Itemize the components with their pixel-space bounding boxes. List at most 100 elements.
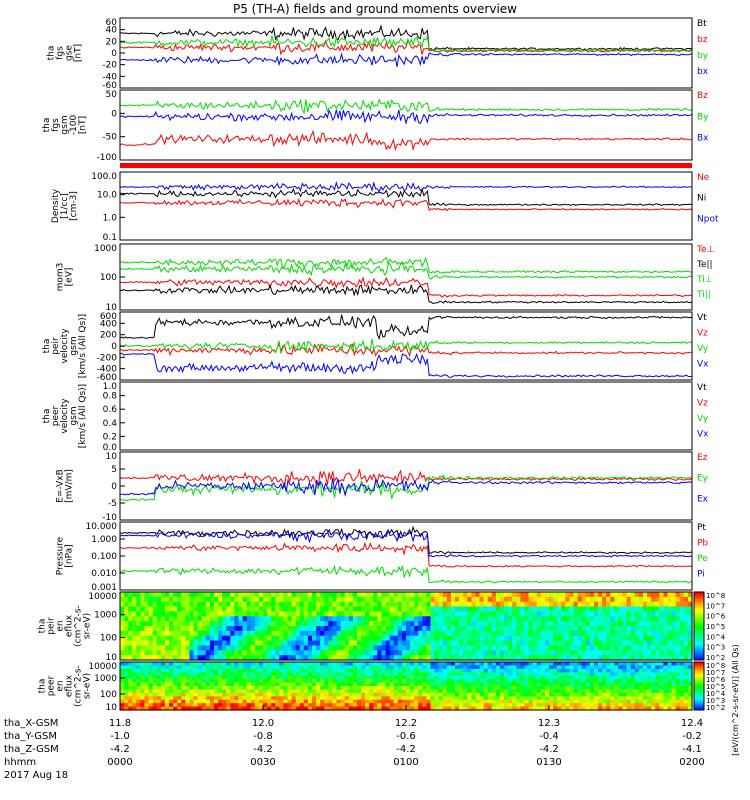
- spec-cell: [283, 606, 289, 613]
- spec-cell: [455, 699, 460, 704]
- spec-cell: [642, 692, 648, 697]
- spec-cell: [602, 692, 607, 697]
- spec-cell: [197, 616, 203, 622]
- spec-cell: [271, 601, 276, 608]
- spec-cell: [348, 635, 354, 642]
- spec-cell: [573, 682, 579, 687]
- spec-cell: [577, 606, 583, 613]
- spec-cell: [234, 616, 240, 622]
- spec-cell: [430, 679, 436, 684]
- spec-cell: [438, 655, 444, 661]
- spec-cell: [120, 650, 125, 656]
- spec-cell: [295, 611, 301, 617]
- colorbar-cell: [694, 648, 704, 652]
- spec-cell: [463, 662, 468, 667]
- spec-cell: [585, 650, 591, 656]
- spec-cell: [381, 611, 387, 617]
- spec-cell: [426, 662, 432, 667]
- spec-cell: [271, 662, 276, 667]
- y-axis-label-line: eflux: [65, 674, 75, 697]
- spec-cell: [393, 592, 399, 598]
- spec-cell: [279, 662, 285, 667]
- spec-cell: [414, 682, 419, 687]
- spec-cell: [324, 682, 329, 687]
- spec-cell: [152, 635, 158, 642]
- spec-cell: [242, 606, 248, 613]
- spec-cell: [401, 592, 407, 598]
- spec-cell: [430, 621, 436, 627]
- spec-cell: [124, 606, 129, 613]
- spec-cell: [275, 662, 280, 667]
- spec-cell: [324, 640, 329, 647]
- spec-cell: [352, 679, 358, 684]
- spec-cell: [336, 672, 342, 677]
- spec-cell: [348, 665, 354, 670]
- spec-cell: [246, 679, 252, 684]
- spec-cell: [569, 699, 575, 704]
- spec-cell: [561, 672, 566, 677]
- spec-cell: [267, 665, 272, 670]
- spec-cell: [618, 679, 624, 684]
- spec-cell: [598, 640, 603, 647]
- spec-cell: [593, 592, 599, 598]
- spec-cell: [320, 672, 325, 677]
- spec-cell: [201, 675, 207, 680]
- spec-cell: [132, 630, 137, 637]
- spec-cell: [651, 672, 656, 677]
- spec-cell: [303, 689, 309, 694]
- spec-cell: [295, 606, 301, 613]
- spec-cell: [361, 682, 366, 687]
- spec-cell: [422, 606, 428, 613]
- y-axis-label: thafgsgsm-100[nT]: [42, 115, 88, 136]
- spec-cell: [287, 703, 293, 708]
- spec-cell: [230, 675, 235, 680]
- spec-cell: [254, 655, 260, 661]
- spec-cell: [287, 686, 293, 691]
- spec-cell: [475, 645, 481, 651]
- spec-cell: [667, 592, 673, 598]
- spec-cell: [234, 692, 240, 697]
- spec-cell: [528, 672, 534, 677]
- spec-cell: [467, 665, 472, 670]
- spec-cell: [279, 655, 285, 661]
- spec-cell: [504, 665, 509, 670]
- spec-cell: [479, 635, 485, 642]
- spec-cell: [667, 662, 673, 667]
- spec-cell: [479, 655, 485, 661]
- y-axis-label-line: fgs: [56, 46, 66, 60]
- spec-cell: [393, 616, 399, 622]
- spec-cell: [573, 679, 579, 684]
- spec-cell: [414, 650, 419, 656]
- spec-cell: [213, 706, 219, 711]
- spec-cell: [242, 682, 248, 687]
- spec-cell: [675, 672, 681, 677]
- y-axis-label: thapeirvelocitygsm[km/s (All Qs)]: [42, 314, 88, 378]
- spec-cell: [316, 621, 321, 627]
- spec-cell: [258, 592, 264, 598]
- spec-cell: [504, 672, 509, 677]
- spec-cell: [242, 650, 248, 656]
- panel-peer_vel: 1.00.80.60.40.20.0thapeervelocitygsm[km/…: [42, 381, 709, 453]
- spec-cell: [307, 686, 313, 691]
- spec-cell: [193, 592, 199, 598]
- spec-cell: [193, 621, 199, 627]
- spec-cell: [446, 606, 452, 613]
- spec-cell: [291, 662, 297, 667]
- colorbar-cell: [694, 655, 704, 659]
- spec-cell: [679, 630, 685, 637]
- panel-frame: [119, 381, 693, 451]
- spec-cell: [422, 655, 428, 661]
- spec-cell: [377, 662, 383, 667]
- spec-cell: [373, 621, 378, 627]
- spec-cell: [136, 686, 142, 691]
- spec-cell: [267, 645, 272, 651]
- spec-cell: [565, 675, 571, 680]
- spec-cell: [271, 689, 276, 694]
- spec-cell: [197, 679, 203, 684]
- spec-cell: [263, 686, 268, 691]
- spec-cell: [573, 699, 579, 704]
- spec-cell: [516, 655, 521, 661]
- spec-cell: [553, 706, 558, 711]
- spec-cell: [471, 606, 477, 613]
- spec-cell: [340, 650, 346, 656]
